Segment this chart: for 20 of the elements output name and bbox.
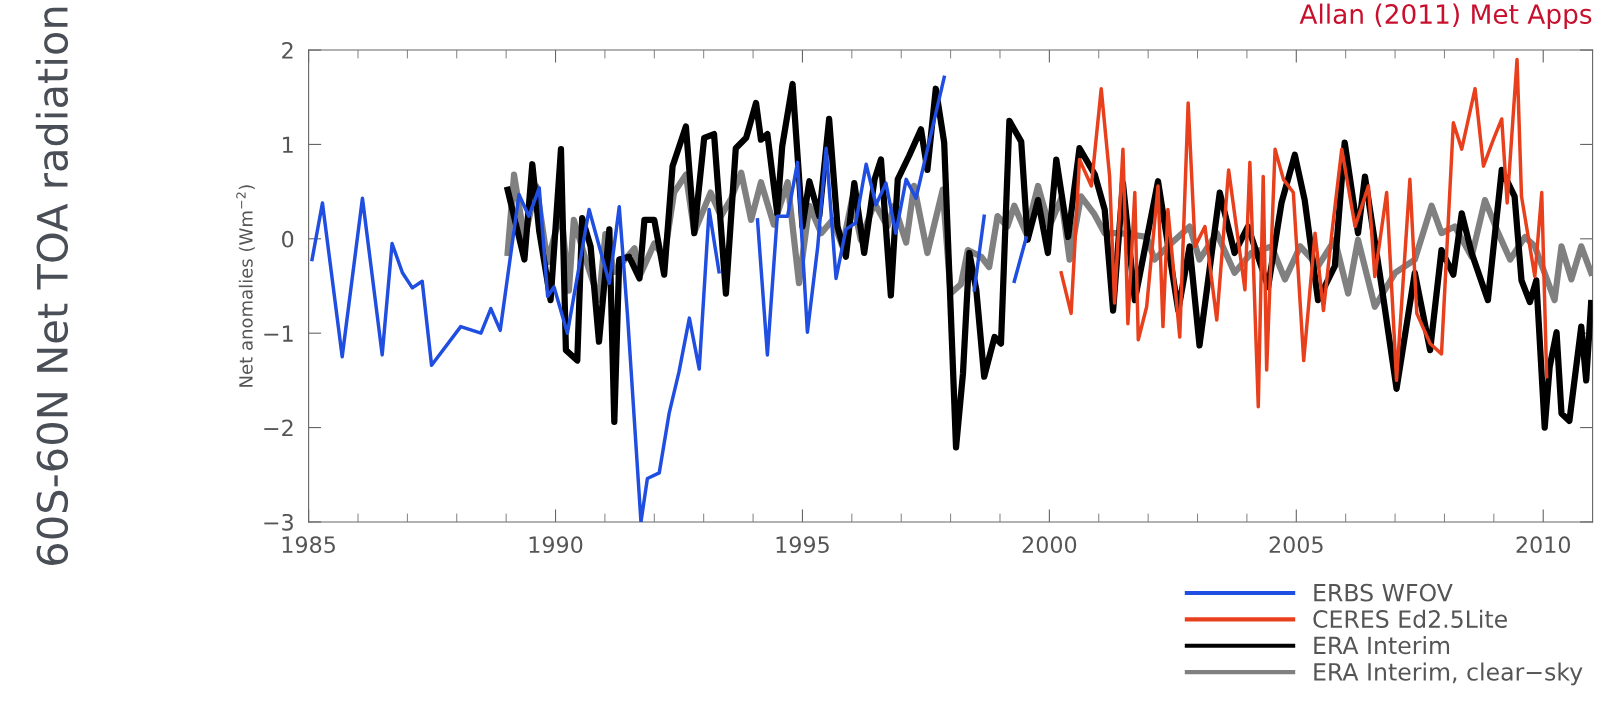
y-tick-label: 2 bbox=[282, 42, 293, 59]
legend-label: ERBS WFOV bbox=[1314, 583, 1453, 602]
y-tick-label: −3 bbox=[264, 513, 293, 531]
legend-label: ERA Interim, clear−sky bbox=[1314, 662, 1583, 686]
text: Allan (2011) Met Apps bbox=[1299, 3, 1592, 30]
y-tick-label: −2 bbox=[264, 419, 293, 437]
x-tick-label: 1995 bbox=[776, 536, 829, 554]
x-tick-label: 2010 bbox=[1516, 536, 1571, 554]
y-tick-label: −1 bbox=[264, 325, 293, 342]
x-tick-label: 1985 bbox=[282, 536, 335, 554]
y-tick-label: 1 bbox=[283, 136, 293, 153]
x-tick-label: 1990 bbox=[529, 536, 583, 554]
legend-label: ERA Interim bbox=[1314, 636, 1450, 655]
legend-label: CERES Ed2.5Lite bbox=[1313, 609, 1507, 628]
y-axis-title: Net anomalies (Wm$^{−2}$) bbox=[236, 185, 255, 387]
line-series bbox=[1059, 57, 1549, 409]
y-tick-label: 0 bbox=[282, 230, 294, 248]
x-tick-label: 2000 bbox=[1022, 536, 1077, 554]
x-tick-label: 2005 bbox=[1269, 536, 1323, 554]
text: 60S-60N Net TOA radiation bbox=[35, 7, 69, 565]
